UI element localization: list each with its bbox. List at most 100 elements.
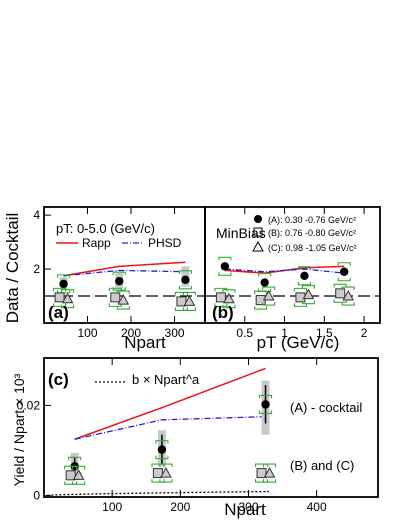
syst-bracket — [61, 289, 75, 309]
plot-frame — [43, 357, 379, 498]
data-point-a — [115, 276, 124, 286]
data-point-b — [215, 292, 226, 303]
panel-c-tag: (c) — [48, 370, 69, 389]
data-point-acocktail — [157, 445, 167, 454]
x-tick-label: 100 — [102, 500, 122, 514]
data-point-c — [117, 294, 130, 305]
y-tick-label: 2 — [33, 262, 40, 276]
data-point-c — [72, 469, 85, 480]
x-tick-label: 300 — [165, 326, 185, 340]
series-line-phsd — [224, 268, 345, 274]
syst-bracket — [262, 286, 276, 306]
panel-c-label-a: (A) - cocktail — [290, 400, 362, 415]
x-tick-label: 100 — [77, 326, 97, 340]
syst-bracket — [155, 440, 169, 460]
syst-bracket — [333, 283, 347, 303]
series-line-rapp — [224, 265, 345, 274]
data-point-c — [61, 292, 74, 304]
data-point-a — [181, 275, 190, 285]
x-tick-label: 2 — [361, 326, 368, 340]
data-point-c — [342, 289, 355, 301]
legend-phsd: PHSD — [148, 236, 182, 250]
syst-bracket — [178, 270, 192, 290]
x-tick-label: 200 — [170, 500, 190, 514]
panel-b: 0.5 1 1.5 2 — [204, 206, 381, 340]
panel-c-xlabel: Npart — [224, 500, 266, 519]
x-tick-label: 0.5 — [236, 326, 253, 340]
panel-a-ylabel: Data / Cocktail — [3, 213, 22, 324]
data-point-a — [300, 271, 309, 280]
legend-marker-c — [252, 240, 264, 252]
data-point-c — [223, 292, 235, 304]
data-point-b — [295, 292, 306, 303]
legend-entry-a: (A): 0.30 -0.76 GeV/c² — [268, 215, 356, 225]
x-tick-label: 1.5 — [316, 326, 333, 340]
data-point-a — [260, 278, 269, 287]
x-tick-label: 200 — [121, 326, 141, 340]
syst-bracket — [159, 463, 173, 483]
x-tick-label: 1 — [281, 326, 288, 340]
data-point-c — [262, 289, 275, 301]
syst-bracket — [182, 291, 196, 311]
syst-bracket — [218, 256, 232, 276]
syst-bracket — [301, 285, 315, 305]
syst-bracket — [297, 266, 311, 286]
panel-c-ylabel: Yield / Npart × 10³ — [11, 373, 27, 486]
syst-bracket — [72, 465, 86, 485]
syst-bracket — [151, 463, 165, 483]
y-tick-label: 0.02 — [17, 398, 41, 412]
data-point-c — [302, 288, 315, 300]
data-point-b — [65, 470, 76, 481]
syst-bracket — [254, 463, 269, 483]
y-tick-label: 0 — [33, 489, 40, 503]
syst-bracket — [116, 290, 130, 310]
panel-b-tag: (b) — [212, 303, 234, 322]
data-point-a — [59, 279, 68, 289]
syst-bracket — [293, 287, 307, 307]
data-point-b — [152, 468, 163, 479]
panel-b-xlabel: pT (GeV/c) — [257, 333, 340, 352]
syst-bracket — [254, 290, 268, 310]
series-line-rapp — [63, 261, 186, 277]
data-point-b — [335, 288, 346, 299]
panel-c-label-bc: (B) and (C) — [290, 458, 354, 473]
panel-c-fit-legend: b × Npart^a — [132, 372, 200, 387]
syst-bracket — [222, 289, 236, 309]
syst-bracket — [174, 291, 188, 311]
panel-a-tag: (a) — [48, 303, 69, 322]
syst-bracket — [341, 286, 355, 306]
panel-a-annotation: pT: 0-5.0 (GeV/c) — [56, 221, 155, 236]
data-point-c — [160, 467, 172, 478]
data-point-b — [54, 292, 65, 303]
x-tick-label: 400 — [307, 500, 327, 514]
y-tick-label: 4 — [33, 208, 40, 222]
data-point-a — [340, 267, 349, 276]
legend-marker-b — [253, 227, 263, 237]
syst-bracket — [64, 465, 78, 485]
plot-frame — [204, 206, 381, 324]
data-point-acocktail — [261, 400, 270, 409]
data-point-a — [220, 262, 230, 271]
panel-a-xlabel: Npart — [124, 333, 166, 352]
syst-bracket — [262, 463, 277, 483]
data-point-c — [183, 295, 196, 306]
data-point-b — [176, 296, 187, 307]
panel-c: 100 200 300 400 0 0.02 — [17, 357, 379, 514]
panel-b-annotation: MinBias — [216, 225, 266, 241]
syst-bracket — [258, 394, 273, 415]
legend-entry-c: (C): 0.98 -1.05 GeV/c² — [268, 243, 357, 253]
legend-rapp: Rapp — [82, 236, 111, 250]
panel-a: 100 200 300 2 4 — [33, 206, 206, 340]
syst-bracket — [337, 262, 351, 282]
series-line-rapp — [74, 367, 266, 440]
x-tick-label: 300 — [238, 500, 258, 514]
data-point-c — [263, 467, 276, 478]
data-point-b — [110, 292, 121, 303]
legend-marker-a — [254, 215, 262, 223]
data-point-b — [256, 468, 267, 479]
series-line-phsd — [63, 269, 186, 277]
fit-curve — [47, 490, 269, 496]
legend-entry-b: (B): 0.76 -0.80 GeV/c² — [268, 228, 356, 238]
series-line-phsd — [74, 416, 266, 440]
